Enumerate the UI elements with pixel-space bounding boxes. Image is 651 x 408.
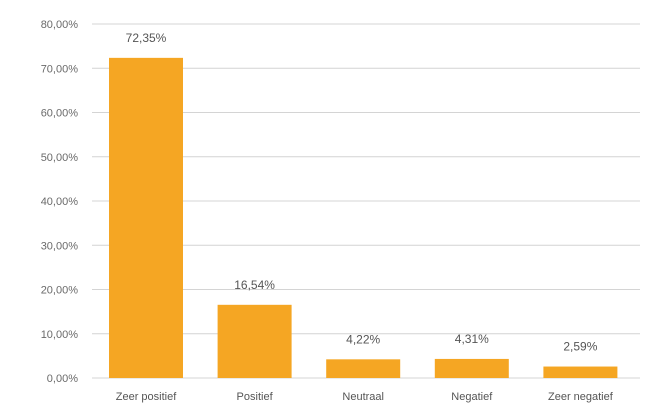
data-label: 4,31% <box>455 332 489 346</box>
category-label: Positief <box>237 391 274 403</box>
category-label: Zeer positief <box>116 391 177 403</box>
category-label: Zeer negatief <box>548 391 614 403</box>
gridlines <box>92 23 640 379</box>
y-tick-label: 60,00% <box>41 108 79 120</box>
bar-neutraal <box>326 359 401 378</box>
category-label: Negatief <box>451 391 493 403</box>
bars <box>109 57 618 378</box>
data-label: 16,54% <box>234 278 275 292</box>
data-label: 2,59% <box>563 340 597 354</box>
bar-zeer-positief <box>109 57 183 378</box>
data-labels: 72,35% 16,54% 4,22% 4,31% 2,59% <box>126 31 598 354</box>
bar-positief <box>217 304 292 378</box>
y-tick-label: 30,00% <box>41 240 79 252</box>
x-axis-category-labels: Zeer positief Positief Neutraal Negatief Zee… <box>116 391 614 403</box>
y-tick-label: 10,00% <box>41 329 79 341</box>
y-tick-label: 70,00% <box>41 63 79 75</box>
y-tick-label: 0,00% <box>47 373 78 385</box>
data-label: 4,22% <box>346 332 380 346</box>
y-axis-tick-labels: 0,00% 10,00% 20,00% 30,00% 40,00% 50,00% 60,00… <box>41 19 79 385</box>
y-tick-label: 50,00% <box>41 152 79 164</box>
y-tick-label: 20,00% <box>41 285 79 297</box>
data-label: 72,35% <box>126 31 167 45</box>
bar-zeer-negatief <box>543 366 618 378</box>
bar-negatief <box>434 358 509 378</box>
y-tick-label: 40,00% <box>41 196 79 208</box>
y-tick-label: 80,00% <box>41 19 79 31</box>
category-label: Neutraal <box>342 391 384 403</box>
